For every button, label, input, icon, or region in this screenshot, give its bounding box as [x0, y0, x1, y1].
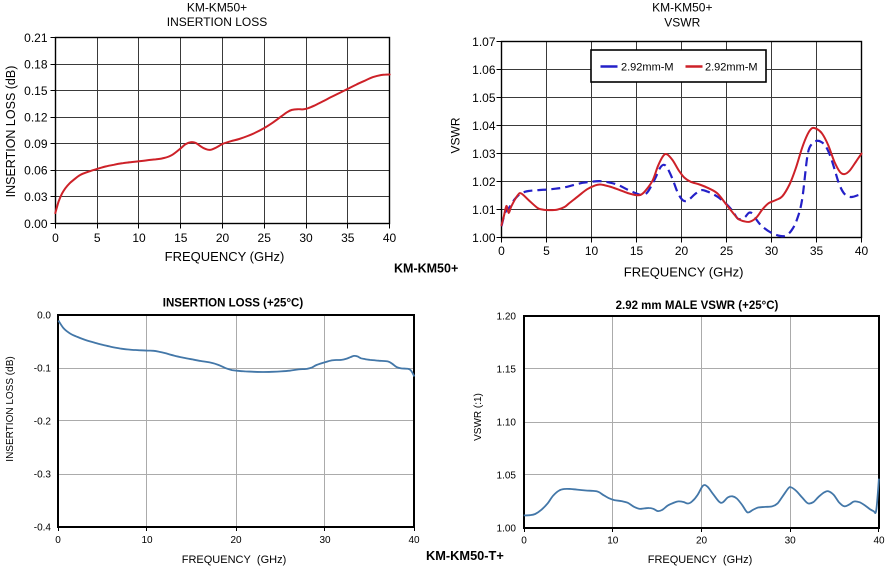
svg-text:35: 35 [341, 231, 355, 245]
svg-text:5: 5 [543, 244, 550, 258]
svg-text:10: 10 [585, 244, 599, 258]
svg-text:40: 40 [408, 535, 420, 546]
svg-text:KM-KM50+: KM-KM50+ [187, 0, 247, 14]
svg-text:INSERTION LOSS (dB): INSERTION LOSS (dB) [4, 66, 18, 198]
svg-text:-0.2: -0.2 [34, 417, 52, 428]
svg-text:1.01: 1.01 [472, 203, 496, 217]
svg-text:-0.3: -0.3 [34, 470, 52, 481]
svg-text:25: 25 [258, 231, 272, 245]
svg-text:10: 10 [132, 231, 146, 245]
svg-text:2.92mm-M: 2.92mm-M [705, 62, 758, 74]
svg-text:1.03: 1.03 [472, 147, 496, 161]
svg-text:0: 0 [55, 535, 61, 546]
svg-text:2.92mm-M: 2.92mm-M [621, 62, 674, 74]
svg-text:40: 40 [873, 535, 885, 546]
svg-text:35: 35 [810, 244, 824, 258]
svg-text:-0.4: -0.4 [34, 523, 52, 534]
svg-text:0.09: 0.09 [24, 137, 48, 151]
svg-text:KM-KM50-T+: KM-KM50-T+ [426, 548, 504, 563]
svg-text:20: 20 [675, 244, 689, 258]
svg-text:2.92 mm MALE VSWR (+25°C): 2.92 mm MALE VSWR (+25°C) [616, 300, 779, 312]
svg-text:0: 0 [498, 244, 505, 258]
svg-text:INSERTION LOSS: INSERTION LOSS [167, 15, 267, 29]
svg-text:30: 30 [765, 244, 779, 258]
svg-text:KM-KM50+: KM-KM50+ [652, 0, 712, 14]
svg-text:FREQUENCY (GHz): FREQUENCY (GHz) [165, 249, 285, 264]
svg-text:0.03: 0.03 [24, 190, 48, 204]
svg-text:20: 20 [216, 231, 230, 245]
svg-text:1.10: 1.10 [497, 418, 517, 429]
svg-text:1.02: 1.02 [472, 175, 496, 189]
svg-text:20: 20 [230, 535, 242, 546]
svg-text:15: 15 [174, 231, 188, 245]
svg-text:20: 20 [696, 535, 708, 546]
svg-text:5: 5 [94, 231, 101, 245]
svg-text:INSERTION LOSS (dB): INSERTION LOSS (dB) [5, 356, 16, 461]
svg-text:0.0: 0.0 [37, 311, 51, 322]
svg-text:INSERTION LOSS (+25°C): INSERTION LOSS (+25°C) [163, 298, 304, 310]
svg-text:FREQUENCY (GHz): FREQUENCY (GHz) [182, 554, 287, 566]
svg-text:FREQUENCY (GHz): FREQUENCY (GHz) [648, 554, 753, 566]
svg-text:VSWR: VSWR [664, 15, 700, 29]
svg-text:VSWR: VSWR [449, 117, 463, 153]
svg-text:KM-KM50+: KM-KM50+ [394, 262, 458, 276]
svg-text:30: 30 [299, 231, 313, 245]
svg-text:1.04: 1.04 [472, 119, 496, 133]
svg-text:10: 10 [141, 535, 153, 546]
svg-text:0.06: 0.06 [24, 164, 48, 178]
svg-text:0.12: 0.12 [24, 111, 48, 125]
svg-text:0.00: 0.00 [24, 217, 48, 231]
svg-text:1.06: 1.06 [472, 63, 496, 77]
svg-text:1.05: 1.05 [472, 91, 496, 105]
svg-text:0.15: 0.15 [24, 84, 48, 98]
svg-text:10: 10 [607, 535, 619, 546]
svg-text:25: 25 [720, 244, 734, 258]
svg-text:1.00: 1.00 [472, 231, 496, 245]
svg-text:FREQUENCY (GHz): FREQUENCY (GHz) [624, 264, 744, 279]
svg-text:1.07: 1.07 [472, 35, 496, 49]
svg-text:VSWR (:1): VSWR (:1) [473, 393, 484, 441]
svg-text:-0.1: -0.1 [34, 364, 52, 375]
svg-text:30: 30 [785, 535, 797, 546]
svg-text:40: 40 [855, 244, 869, 258]
svg-text:30: 30 [319, 535, 331, 546]
svg-text:1.05: 1.05 [497, 471, 517, 482]
svg-text:0: 0 [52, 231, 59, 245]
svg-text:1.00: 1.00 [497, 524, 517, 535]
svg-text:1.20: 1.20 [497, 312, 517, 323]
svg-text:0.18: 0.18 [24, 57, 48, 71]
svg-text:40: 40 [383, 231, 397, 245]
svg-text:15: 15 [630, 244, 644, 258]
svg-text:1.15: 1.15 [497, 365, 517, 376]
svg-text:0.21: 0.21 [24, 31, 48, 45]
svg-text:0: 0 [521, 535, 527, 546]
